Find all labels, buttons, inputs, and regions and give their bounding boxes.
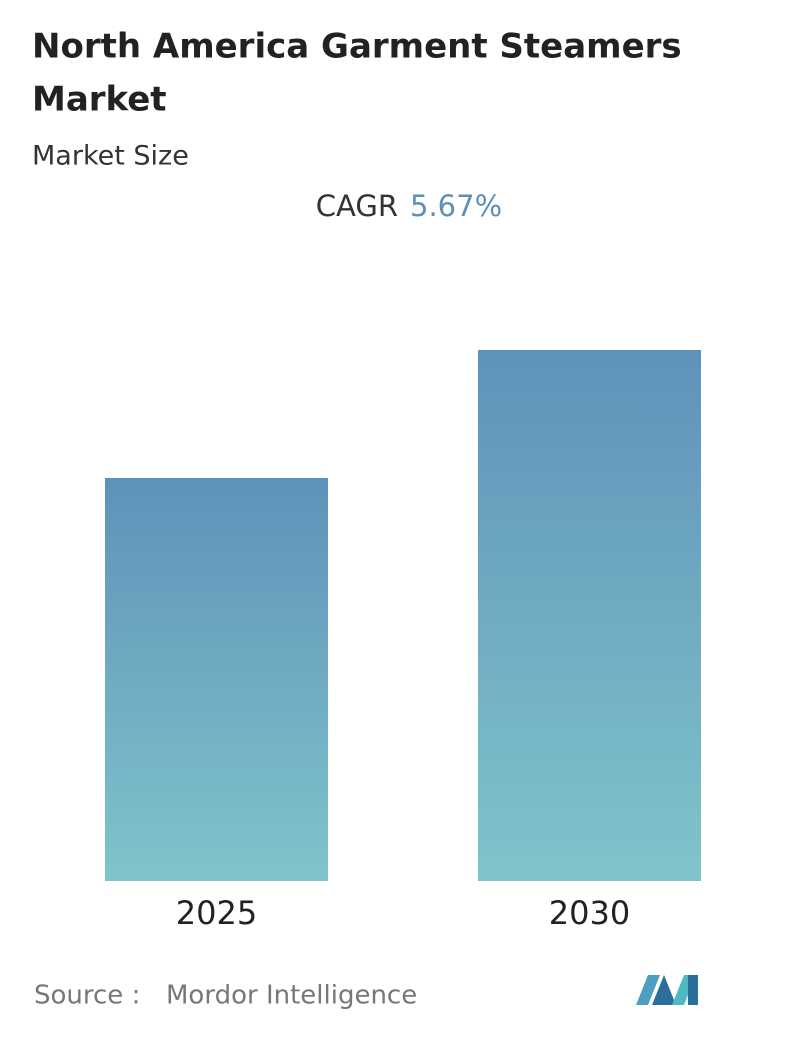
logo — [636, 975, 698, 1005]
bar — [478, 350, 701, 881]
source-label: Source : — [34, 981, 140, 1011]
x-tick-label: 2030 — [549, 894, 630, 932]
x-tick-label: 2025 — [176, 894, 257, 932]
bar — [105, 478, 328, 881]
cagr-label: CAGR — [316, 189, 398, 223]
chart-title: Market — [32, 80, 167, 120]
chart-subtitle: Market Size — [32, 141, 189, 172]
cagr-value: 5.67% — [410, 189, 502, 223]
chart-title: North America Garment Steamers — [32, 27, 682, 67]
source: Mordor Intelligence — [166, 981, 417, 1011]
